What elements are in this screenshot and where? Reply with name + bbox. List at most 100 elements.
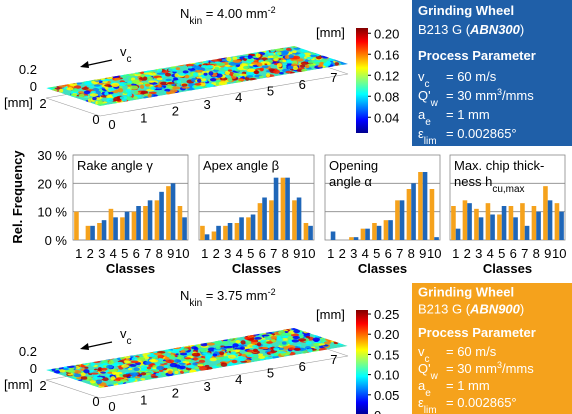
surface-texture xyxy=(137,356,146,361)
surface-texture xyxy=(186,343,194,347)
bar xyxy=(490,214,495,240)
surface-texture xyxy=(266,73,271,78)
surface-texture xyxy=(311,50,316,55)
surface-texture xyxy=(105,75,113,80)
bar xyxy=(101,220,107,240)
bar xyxy=(223,225,228,240)
surface-texture xyxy=(194,82,202,86)
text-part: 3 xyxy=(497,360,502,370)
surface-texture xyxy=(222,337,228,342)
surface-texture xyxy=(194,366,201,370)
surface-texture xyxy=(178,362,187,365)
bar xyxy=(269,200,274,240)
surface-texture xyxy=(180,349,186,353)
bar xyxy=(467,203,472,240)
text-part: Apex angle β xyxy=(203,158,279,173)
colorbar-tick-label: 0.20 xyxy=(374,26,399,41)
surface-texture xyxy=(174,359,181,363)
bar xyxy=(216,225,221,240)
surface-texture xyxy=(51,367,56,372)
x-tick-label: 2 xyxy=(464,246,471,261)
surface-texture xyxy=(134,376,141,379)
x-tick-label: 7 xyxy=(521,246,528,261)
surface-texture xyxy=(92,376,98,381)
x-tick-label: 9 xyxy=(544,246,551,261)
bar xyxy=(372,223,377,240)
surface-texture xyxy=(90,362,95,367)
param-value: = 0.002865° xyxy=(446,395,517,410)
bar xyxy=(250,214,256,240)
surface-texture xyxy=(111,363,118,367)
surface-texture xyxy=(292,50,297,54)
surface-texture xyxy=(117,88,124,93)
param-value: = 30 mm3/mms xyxy=(446,360,534,376)
surface-texture xyxy=(336,342,344,346)
x-tick-label: 4 xyxy=(362,246,369,261)
colorbar-tick-label: 0.16 xyxy=(374,47,399,62)
surface-texture xyxy=(127,378,136,381)
surface-texture xyxy=(221,340,229,345)
surface-texture xyxy=(181,348,189,351)
x-tick-label: 1 xyxy=(140,392,147,407)
surface-texture xyxy=(300,48,309,53)
y-tick-label: 2 xyxy=(39,96,46,111)
surface-texture xyxy=(72,88,79,92)
x-tick-label: 1 xyxy=(201,246,208,261)
bar xyxy=(508,206,514,240)
bar xyxy=(462,200,468,240)
x-tick-label: 6 xyxy=(259,246,266,261)
surface-texture xyxy=(122,374,130,378)
surface-texture xyxy=(120,379,128,382)
x-tick-label: 1 xyxy=(75,246,82,261)
surface-texture xyxy=(262,346,269,350)
surface-texture xyxy=(148,91,157,95)
text-part: c xyxy=(127,54,132,65)
surface-texture xyxy=(119,96,128,100)
surface-texture xyxy=(172,86,181,90)
info-box xyxy=(412,0,572,146)
x-tick-label: 10 xyxy=(552,246,566,261)
surface-texture xyxy=(165,349,172,352)
colorbar-unit: [mm] xyxy=(316,307,345,322)
colorbar-tick-label: 0.25 xyxy=(374,307,399,322)
bar xyxy=(200,225,205,240)
surface-texture xyxy=(247,55,253,59)
bar xyxy=(257,203,263,240)
surface-texture xyxy=(73,373,82,378)
bar xyxy=(547,200,553,240)
surface-texture xyxy=(288,54,295,59)
surface-texture xyxy=(246,354,254,358)
x-tick-label: 9 xyxy=(293,246,300,261)
surface-texture xyxy=(90,90,96,94)
surface-texture xyxy=(144,83,151,87)
surface-texture xyxy=(185,63,194,67)
surface-texture xyxy=(280,352,287,356)
surface-texture xyxy=(226,337,234,341)
text-part: Q' xyxy=(418,361,431,376)
surface-texture xyxy=(209,357,217,362)
surface-texture xyxy=(253,70,260,75)
surface-texture xyxy=(69,80,77,84)
surface-texture xyxy=(256,62,263,67)
bar xyxy=(349,237,354,240)
surface-texture xyxy=(103,357,111,361)
surface-texture xyxy=(209,78,217,82)
x-tick-label: 2 xyxy=(172,386,179,401)
x-tick-label: 8 xyxy=(533,246,540,261)
surface-texture xyxy=(66,87,74,91)
surface-texture xyxy=(261,65,269,69)
surface-texture xyxy=(202,352,211,355)
surface-texture xyxy=(51,88,58,92)
surface-texture xyxy=(80,376,89,380)
bar xyxy=(90,225,95,240)
bar xyxy=(85,225,91,240)
surface-texture xyxy=(97,99,104,105)
chart-title: angle α xyxy=(329,174,372,189)
x-tick-label: 0 xyxy=(108,399,115,414)
surface-texture xyxy=(127,93,133,97)
surface-texture xyxy=(167,370,173,375)
surface-texture xyxy=(70,93,78,96)
surface-texture xyxy=(67,369,76,373)
surface-texture xyxy=(67,81,73,86)
surface-texture xyxy=(333,341,339,344)
